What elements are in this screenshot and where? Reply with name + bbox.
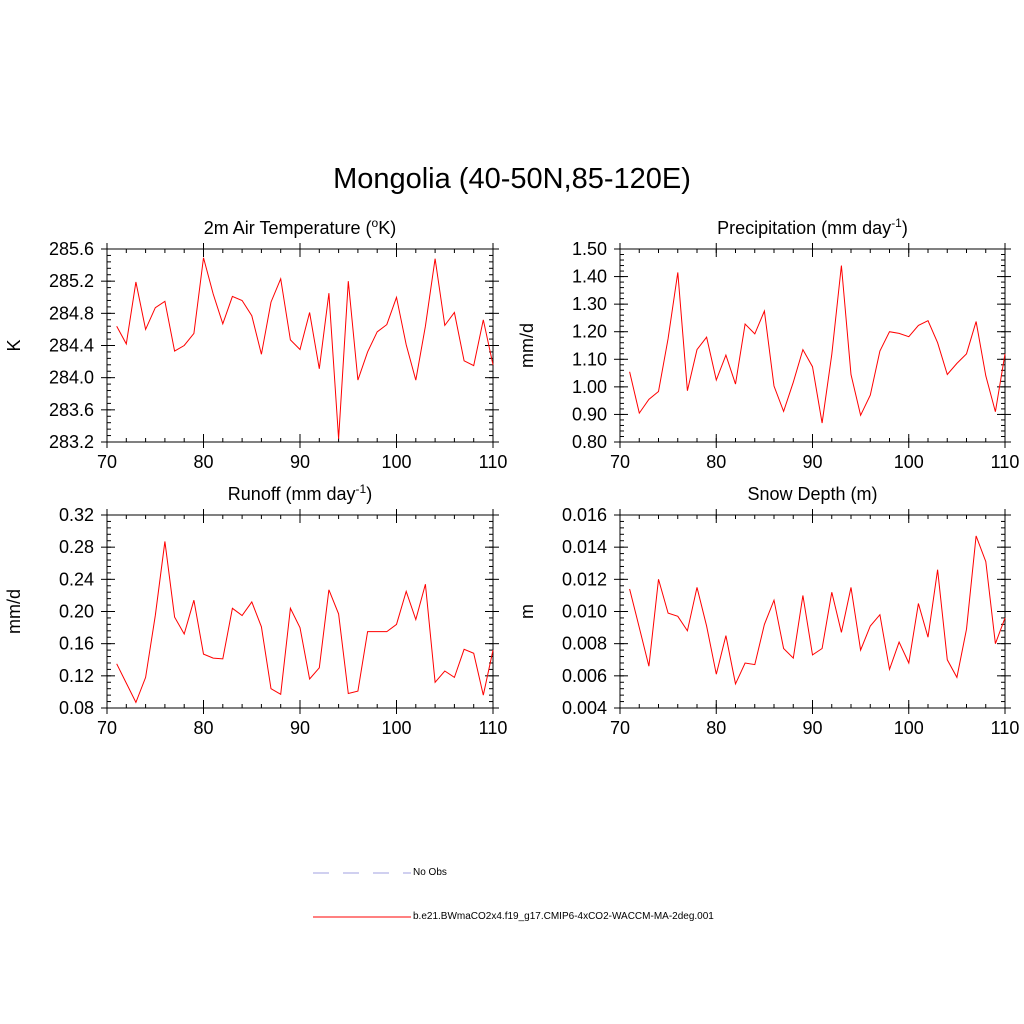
y-tick-label: 0.32: [59, 505, 94, 525]
legend-obs-label: No Obs: [413, 867, 447, 878]
x-tick-label: 90: [802, 718, 822, 738]
y-axis-label: m: [517, 604, 537, 619]
x-tick-label: 90: [290, 718, 310, 738]
y-tick-label: 0.004: [562, 698, 607, 718]
x-tick-label: 80: [193, 718, 213, 738]
y-tick-label: 283.6: [49, 400, 94, 420]
panel-title: Runoff (mm day-1): [228, 482, 372, 504]
x-tick-label: 110: [479, 718, 508, 738]
data-series-line: [116, 257, 494, 439]
panel-title: Precipitation (mm day-1): [717, 216, 908, 238]
y-tick-label: 0.014: [562, 537, 607, 557]
x-tick-label: 80: [193, 452, 213, 472]
y-tick-label: 0.80: [572, 432, 607, 452]
y-axis-label: mm/d: [4, 589, 24, 634]
x-tick-label: 100: [894, 452, 924, 472]
legend-model-label: b.e21.BWmaCO2x4.f19_g17.CMIP6-4xCO2-WACC…: [413, 911, 714, 922]
y-tick-label: 1.10: [572, 349, 607, 369]
x-tick-label: 70: [97, 718, 117, 738]
y-tick-label: 0.12: [59, 666, 94, 686]
data-series-line: [629, 265, 1006, 424]
y-tick-label: 0.28: [59, 537, 94, 557]
chart-panel-2: 0.80 0.90 1.00 1.10 1.20 1.30 1.40 1.50 70 80 90 10…: [517, 216, 1019, 472]
panel-title: Snow Depth (m): [747, 484, 877, 504]
x-tick-label: 80: [706, 452, 726, 472]
y-tick-label: 1.50: [572, 239, 607, 259]
y-tick-label: 0.90: [572, 404, 607, 424]
chart-panel-3: 0.08 0.12 0.16 0.20 0.24 0.28 0.32 70 80 90 100 110…: [4, 482, 507, 738]
x-tick-label: 70: [610, 452, 630, 472]
y-tick-label: 284.8: [49, 303, 94, 323]
x-tick-label: 100: [894, 718, 924, 738]
x-tick-label: 80: [706, 718, 726, 738]
panel-title: 2m Air Temperature (oK): [204, 216, 396, 238]
y-tick-label: 0.012: [562, 569, 607, 589]
y-tick-label: 1.30: [572, 294, 607, 314]
data-series-line: [629, 535, 1006, 686]
y-tick-label: 0.010: [562, 602, 607, 622]
y-tick-label: 1.40: [572, 267, 607, 287]
y-tick-label: 285.6: [49, 239, 94, 259]
x-tick-label: 110: [479, 452, 508, 472]
y-tick-label: 284.0: [49, 368, 94, 388]
x-tick-label: 100: [381, 718, 411, 738]
y-tick-label: 0.24: [59, 569, 94, 589]
chart-panel-4: 0.004 0.006 0.008 0.010 0.012 0.014 0.016 70 80 9…: [517, 484, 1019, 738]
y-tick-label: 0.008: [562, 634, 607, 654]
data-series-line: [116, 541, 494, 704]
y-tick-label: 1.00: [572, 377, 607, 397]
y-axis-label: mm/d: [517, 323, 537, 368]
y-tick-label: 283.2: [49, 432, 94, 452]
x-tick-label: 110: [991, 718, 1020, 738]
y-tick-label: 0.006: [562, 666, 607, 686]
x-tick-label: 70: [97, 452, 117, 472]
x-tick-label: 110: [991, 452, 1020, 472]
y-tick-label: 0.016: [562, 505, 607, 525]
y-tick-label: 1.20: [572, 322, 607, 342]
y-tick-label: 0.08: [59, 698, 94, 718]
x-tick-label: 90: [802, 452, 822, 472]
x-tick-label: 70: [610, 718, 630, 738]
y-tick-label: 0.20: [59, 602, 94, 622]
chart-panel-1: 283.2 283.6 284.0 284.4 284.8 285.2 285.6 70 80 9…: [4, 216, 507, 472]
y-tick-label: 0.16: [59, 634, 94, 654]
y-tick-label: 285.2: [49, 271, 94, 291]
x-tick-label: 100: [381, 452, 411, 472]
x-tick-label: 90: [290, 452, 310, 472]
figure-title: Mongolia (40-50N,85-120E): [333, 163, 691, 195]
y-tick-label: 284.4: [49, 336, 94, 356]
y-axis-label: K: [4, 339, 24, 351]
